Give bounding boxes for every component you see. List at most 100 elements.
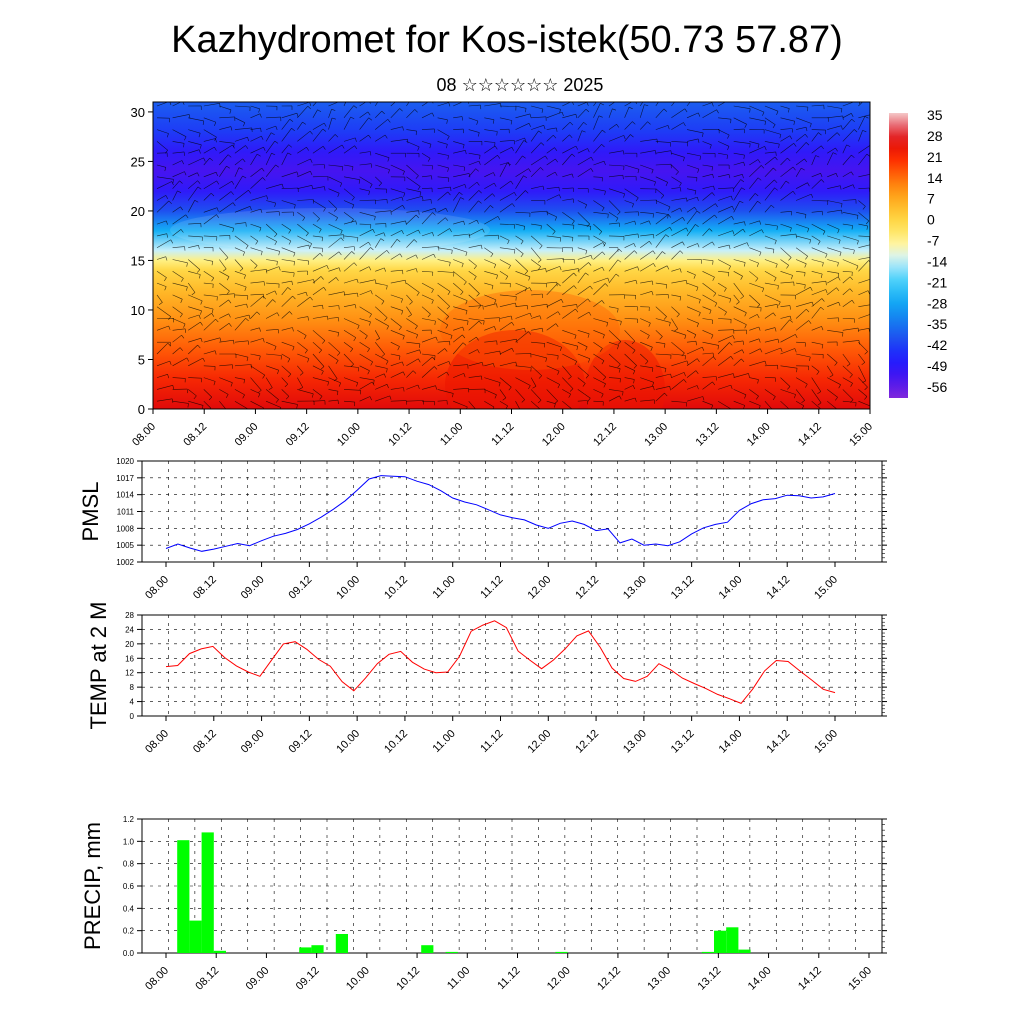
- wind-barb: [764, 105, 779, 112]
- wind-barb: [484, 216, 499, 225]
- wind-barb: [453, 173, 470, 178]
- wind-barb: [172, 259, 188, 264]
- wind-barb: [343, 389, 361, 391]
- wind-barb-flag: [732, 206, 735, 210]
- wind-barb: [718, 244, 730, 248]
- wind-barb: [219, 180, 232, 189]
- wind-barb-flag: [417, 186, 421, 190]
- wind-barb: [328, 305, 339, 307]
- wind-barb-flag: [288, 229, 292, 234]
- wind-barb: [702, 109, 717, 119]
- x-tick-label: 10.00: [344, 965, 372, 993]
- wind-barb-flag: [573, 272, 577, 277]
- wind-barb: [234, 222, 246, 225]
- wind-barb-flag: [370, 247, 374, 251]
- wind-barb: [842, 340, 860, 343]
- wind-barb: [281, 247, 296, 254]
- wind-barb: [796, 223, 809, 229]
- wind-barb-flag: [450, 335, 453, 340]
- wind-barb: [234, 377, 245, 380]
- wind-barb: [265, 400, 282, 408]
- wind-barb: [234, 303, 247, 307]
- wind-barb: [702, 294, 718, 304]
- wind-barb-flag: [209, 407, 211, 409]
- wind-barb-flag: [773, 249, 775, 254]
- wind-barb-flag: [529, 287, 532, 292]
- wind-barb-flag: [208, 396, 213, 401]
- wind-barb: [468, 200, 479, 213]
- wind-barb: [375, 373, 385, 378]
- wind-barb-flag: [588, 358, 591, 363]
- wind-barb-flag: [743, 262, 746, 267]
- wind-barb-flag: [699, 155, 701, 161]
- wind-barb: [328, 330, 339, 333]
- wind-barb: [827, 276, 839, 284]
- wind-barb: [421, 128, 435, 130]
- wind-barb-flag: [825, 281, 827, 286]
- x-tick-label: 10.12: [382, 574, 410, 602]
- wind-barb: [468, 282, 480, 294]
- wind-barb: [546, 258, 564, 260]
- wind-barb-flag: [274, 241, 277, 246]
- wind-barb-flag: [600, 103, 605, 106]
- wind-barb: [717, 342, 730, 355]
- wind-barb-flag: [200, 300, 203, 305]
- wind-barb: [406, 129, 417, 132]
- wind-barb: [281, 112, 298, 119]
- wind-barb-flag: [193, 395, 197, 400]
- wind-barb: [718, 187, 734, 189]
- wind-barb-flag: [226, 165, 230, 169]
- x-tick-label: 12.00: [525, 728, 553, 756]
- wind-barb: [234, 136, 248, 142]
- wind-barb: [655, 163, 672, 166]
- wind-barb: [203, 157, 210, 166]
- wind-barb-flag: [603, 161, 606, 166]
- wind-barb: [453, 294, 468, 301]
- wind-barb: [780, 166, 794, 178]
- wind-barb-flag: [197, 344, 201, 349]
- wind-barb-flag: [288, 240, 292, 245]
- wind-barb: [546, 171, 556, 178]
- wind-barb-flag: [259, 327, 261, 332]
- wind-barb: [655, 282, 667, 285]
- wind-barb-flag: [166, 220, 168, 225]
- wind-barb: [608, 135, 624, 142]
- wind-barb: [172, 357, 188, 367]
- wind-barb-flag: [515, 302, 517, 307]
- wind-barb-flag: [183, 323, 186, 328]
- wind-barb: [531, 185, 544, 189]
- wind-barb-flag: [545, 155, 548, 160]
- wind-barb: [437, 141, 448, 145]
- wind-barb-flag: [568, 376, 572, 380]
- wind-barb-flag: [793, 121, 795, 126]
- wind-barb-flag: [861, 362, 865, 366]
- heatmap-x-tick-label: 15.00: [847, 421, 875, 449]
- wind-barb-flag: [684, 335, 687, 339]
- wind-barb: [640, 263, 654, 272]
- wind-barb: [250, 377, 262, 391]
- wind-barb-flag: [318, 229, 322, 233]
- wind-barb: [686, 358, 698, 367]
- wind-barb: [156, 256, 166, 260]
- wind-barb-flag: [822, 231, 826, 235]
- wind-barb: [406, 214, 417, 225]
- wind-barb: [188, 245, 199, 248]
- wind-barb-flag: [447, 167, 449, 172]
- wind-barb-flag: [515, 361, 517, 366]
- wind-barb-flag: [586, 223, 590, 228]
- wind-barb-flag: [279, 407, 282, 409]
- y-tick-label: 0.4: [123, 904, 135, 913]
- wind-barb: [686, 282, 699, 288]
- wind-barb-flag: [477, 349, 480, 354]
- wind-barb: [733, 358, 742, 367]
- wind-barb-flag: [553, 134, 557, 139]
- wind-barb-flag: [369, 184, 373, 188]
- wind-barb: [593, 277, 608, 284]
- wind-barb: [297, 102, 310, 107]
- wind-barb: [811, 298, 823, 307]
- wind-barb: [343, 304, 356, 307]
- wind-barb: [172, 160, 183, 166]
- wind-barb-flag: [525, 190, 529, 194]
- wind-barb: [437, 102, 449, 107]
